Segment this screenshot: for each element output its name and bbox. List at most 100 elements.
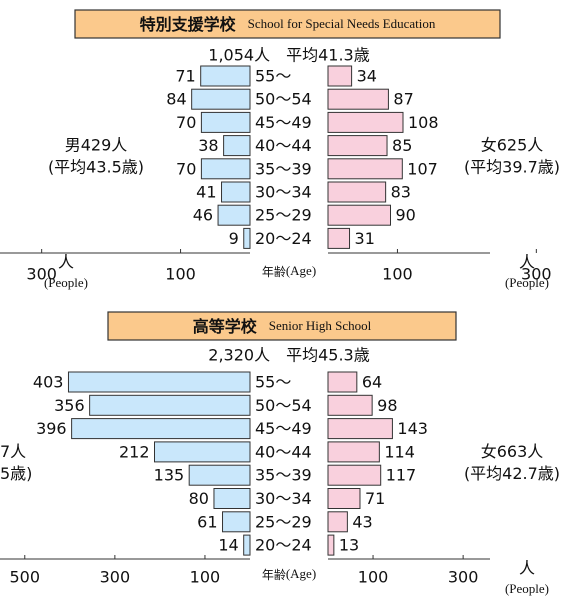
- bar: [89, 394, 251, 416]
- category-label: 25～29: [255, 206, 312, 225]
- x-tick-label: 100: [190, 568, 221, 587]
- value-label: 87: [393, 90, 413, 109]
- title-box: [107, 311, 457, 341]
- x-tick-label: 300: [26, 265, 57, 284]
- bar: [67, 371, 251, 393]
- bar: [327, 135, 388, 157]
- bar: [243, 534, 251, 556]
- title-ja: 特別支援学校: [140, 15, 237, 34]
- title-en: School for Special Needs Education: [248, 16, 436, 31]
- value-label: 403: [33, 373, 64, 392]
- x-tick-label: 100: [358, 568, 389, 587]
- value-label: 114: [384, 442, 415, 461]
- value-label: 108: [408, 113, 439, 132]
- bar: [71, 418, 251, 440]
- value-label: 85: [392, 136, 412, 155]
- right-label: (平均42.7歳): [464, 464, 560, 483]
- left-label: (平均43.5歳): [48, 158, 144, 177]
- bar: [327, 488, 361, 509]
- value-label: 13: [339, 536, 359, 555]
- x-tick-label: 100: [382, 265, 413, 284]
- bar: [200, 111, 251, 133]
- right-label: (平均39.7歳): [464, 158, 560, 177]
- value-label: 64: [362, 373, 382, 392]
- bar: [200, 158, 251, 180]
- category-label: 55～: [255, 67, 291, 86]
- center-label: 年齢(Age): [262, 263, 316, 279]
- category-label: 40～44: [255, 442, 312, 461]
- value-label: 212: [119, 442, 150, 461]
- center-en: (Age): [286, 566, 316, 581]
- value-label: 396: [36, 419, 67, 438]
- value-label: 98: [377, 396, 397, 415]
- bar: [327, 418, 393, 440]
- title-ja: 高等学校: [193, 317, 258, 336]
- title-en: Senior High School: [269, 318, 372, 333]
- value-label: 143: [397, 419, 428, 438]
- title-box: [74, 9, 501, 39]
- value-label: 31: [355, 229, 375, 248]
- value-label: 9: [229, 229, 239, 248]
- unit-label: 人: [58, 253, 74, 272]
- bar: [222, 511, 251, 533]
- category-label: 50～54: [255, 396, 312, 415]
- bar: [327, 181, 387, 203]
- bar: [243, 227, 251, 249]
- category-label: 55～: [255, 373, 291, 392]
- bar: [191, 88, 251, 110]
- x-tick-label: 300: [448, 568, 479, 587]
- bar: [327, 464, 382, 486]
- category-label: 30～34: [255, 489, 312, 508]
- value-label: 71: [175, 67, 195, 86]
- value-label: 70: [176, 113, 196, 132]
- value-label: 46: [193, 206, 213, 225]
- bar: [327, 534, 335, 556]
- x-tick-label: 300: [521, 265, 552, 284]
- bar: [327, 65, 353, 87]
- center-ja: 年齢: [262, 264, 286, 279]
- value-label: 90: [396, 206, 416, 225]
- unit-label: 人: [519, 253, 535, 272]
- right-label: 女625人: [481, 136, 544, 155]
- bar: [223, 135, 251, 157]
- x-tick-label: 100: [165, 265, 196, 284]
- left-label: 5歳): [0, 464, 32, 483]
- value-label: 71: [365, 489, 385, 508]
- unit-label-en: (People): [44, 275, 88, 290]
- value-label: 38: [198, 136, 218, 155]
- left-label: 7人: [0, 442, 26, 461]
- value-label: 117: [386, 466, 417, 485]
- bar: [327, 158, 403, 180]
- unit-label-en: (People): [505, 275, 549, 290]
- category-label: 25～29: [255, 512, 312, 531]
- center-en: (Age): [286, 263, 316, 278]
- chart-title: 高等学校 Senior High School: [193, 317, 372, 336]
- unit-label-en: (People): [505, 581, 549, 596]
- value-label: 107: [407, 159, 438, 178]
- subtitle: 1,054人 平均41.3歳: [208, 46, 369, 65]
- category-label: 30～34: [255, 183, 312, 202]
- value-label: 61: [197, 512, 217, 531]
- category-label: 35～39: [255, 159, 312, 178]
- bar: [213, 488, 251, 509]
- bar: [327, 371, 358, 393]
- bar: [327, 204, 391, 226]
- value-label: 135: [154, 466, 185, 485]
- left-label: 男429人: [65, 136, 128, 155]
- value-label: 356: [54, 396, 85, 415]
- bar: [327, 111, 404, 133]
- value-label: 80: [189, 489, 209, 508]
- value-label: 43: [352, 512, 372, 531]
- category-label: 20～24: [255, 229, 312, 248]
- center-label: 年齢(Age): [262, 566, 316, 582]
- bar: [327, 511, 348, 533]
- bar: [200, 65, 251, 87]
- bar: [327, 227, 351, 249]
- bar: [188, 464, 251, 486]
- category-label: 45～49: [255, 419, 312, 438]
- value-label: 83: [391, 183, 411, 202]
- category-label: 20～24: [255, 536, 312, 555]
- bar: [327, 88, 389, 110]
- value-label: 14: [218, 536, 238, 555]
- bar: [327, 394, 373, 416]
